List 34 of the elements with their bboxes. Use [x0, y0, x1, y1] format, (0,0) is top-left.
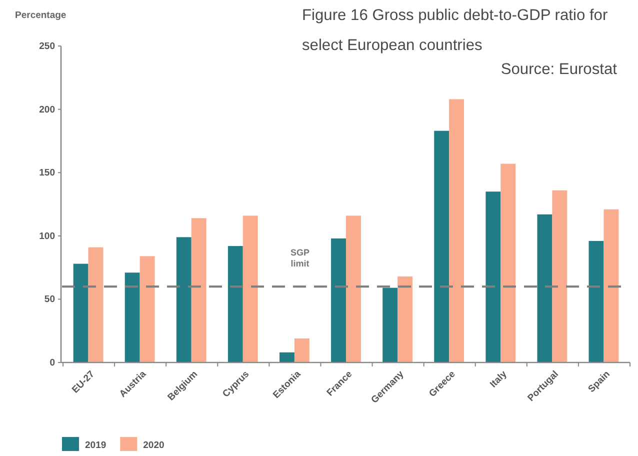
bar [73, 264, 88, 362]
bar [176, 237, 192, 362]
bar [140, 256, 155, 362]
legend-label: 2020 [143, 440, 164, 451]
bar [552, 190, 568, 362]
y-tick-label: 50 [44, 294, 55, 306]
ref-line-label: SGP limit [290, 248, 310, 269]
bar [346, 216, 361, 362]
bar [434, 130, 450, 362]
bar [294, 338, 310, 362]
bar [398, 276, 412, 362]
annotation: Source: Eurostat [500, 61, 618, 78]
bar [382, 288, 398, 362]
y-tick-label: 150 [39, 168, 55, 179]
bar [331, 238, 346, 362]
y-tick-label: 200 [39, 104, 55, 116]
y-tick-label: 250 [39, 41, 55, 52]
bar [588, 240, 604, 362]
bar [486, 192, 501, 362]
bar [242, 216, 258, 362]
bar [124, 272, 140, 362]
bar [228, 246, 243, 362]
bar [537, 214, 552, 362]
y-axis-title: Percentage [15, 10, 66, 21]
y-tick-label: 0 [50, 358, 55, 369]
bar [604, 209, 619, 362]
y-tick-label: 100 [39, 230, 55, 242]
chart-title: Figure 16 Gross public debt-to-GDP ratio for select European countries [302, 7, 608, 54]
legend-label: 2019 [85, 440, 106, 451]
bar [88, 247, 104, 362]
bar [500, 164, 516, 362]
bar [191, 218, 206, 362]
bar [449, 99, 464, 362]
bar [279, 352, 294, 362]
